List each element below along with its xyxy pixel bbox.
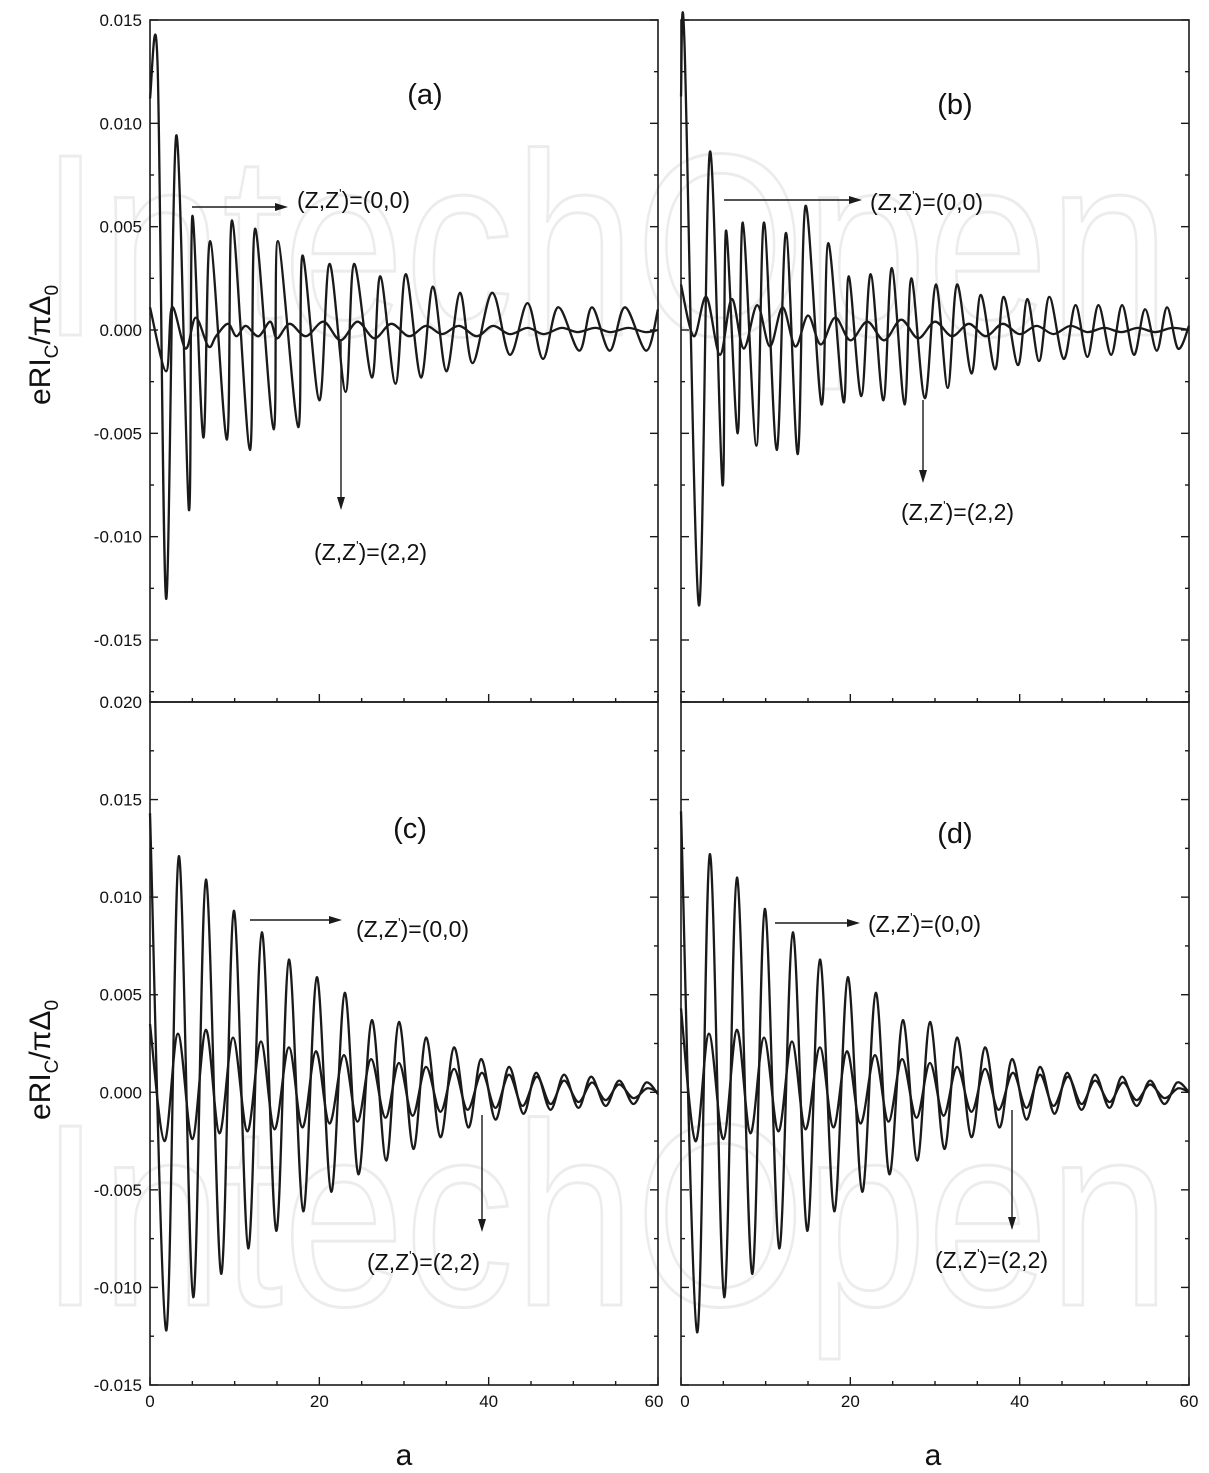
series-line-z22 [679, 284, 1190, 356]
y-axis-title-top: eRIC/πΔ0 [24, 285, 63, 405]
series-line-z00 [148, 33, 660, 600]
watermark-text-bottom: IntechOpen [40, 1071, 1170, 1362]
arrowhead-icon [849, 196, 862, 204]
arrowhead-icon [329, 916, 342, 924]
svg-text:eRIC/πΔ0: eRIC/πΔ0 [24, 285, 63, 405]
chart-panel-b: (b) (Z,Z')=(0,0) (Z,Z')=(2,2) [679, 11, 1191, 703]
series-line-z22 [148, 306, 659, 373]
annotation-label-z22: (Z,Z')=(2,2) [935, 1246, 1048, 1273]
x-tick-label: 0 [145, 1392, 154, 1411]
x-tick-label: 20 [841, 1392, 860, 1411]
y-tick-label: 0.000 [99, 321, 142, 340]
y-tick-label: 0.005 [99, 986, 142, 1005]
x-tick-label: 60 [1180, 1392, 1199, 1411]
x-axis-title-left: a [396, 1439, 413, 1472]
arrowhead-icon [1008, 1217, 1016, 1230]
x-axis-title-right: a [925, 1439, 942, 1472]
y-tick-label: -0.015 [94, 1376, 142, 1395]
series-line-z00 [679, 11, 1191, 607]
panel-label-b: (b) [937, 89, 972, 121]
arrowhead-icon [337, 497, 345, 510]
chart-panel-c: 0.020 0.015 0.010 0.005 0.000 -0.005 -0.010 -0.… [94, 693, 664, 1411]
series-line-z22 [679, 1008, 1190, 1143]
annotation-label-z22: (Z,Z')=(2,2) [901, 498, 1014, 525]
chart-panel-a: 0.015 0.010 0.005 0.000 -0.005 -0.010 -0.015 (a… [94, 11, 660, 703]
panel-label-c: (c) [393, 813, 427, 845]
y-tick-label: 0.015 [99, 791, 142, 810]
arrowhead-icon [847, 919, 860, 927]
arrowhead-icon [919, 470, 927, 483]
x-tick-label: 40 [1010, 1392, 1029, 1411]
x-tick-label: 20 [310, 1392, 329, 1411]
y-tick-label: -0.005 [94, 424, 142, 443]
annotation-label-z22: (Z,Z')=(2,2) [314, 538, 427, 565]
panel-label-d: (d) [937, 818, 972, 850]
panel-label-a: (a) [407, 79, 442, 111]
panels-group: 0.015 0.010 0.005 0.000 -0.005 -0.010 -0.015 (a… [94, 11, 1199, 1411]
y-tick-label: -0.010 [94, 1278, 142, 1297]
y-tick-label: -0.015 [94, 631, 142, 650]
annotation-label-z00: (Z,Z')=(0,0) [870, 188, 983, 215]
y-tick-label: 0.000 [99, 1083, 142, 1102]
y-axis-title-bottom: eRIC/πΔ0 [24, 1000, 63, 1120]
svg-text:eRIC/πΔ0: eRIC/πΔ0 [24, 1000, 63, 1120]
annotation-label-z00: (Z,Z')=(0,0) [868, 910, 981, 937]
arrowhead-icon [275, 203, 288, 211]
series-line-z22 [148, 1023, 659, 1143]
annotation-label-z22: (Z,Z')=(2,2) [367, 1248, 480, 1275]
annotation-label-z00: (Z,Z')=(0,0) [356, 915, 469, 942]
y-tick-label: 0.010 [99, 888, 142, 907]
x-tick-label: 60 [645, 1392, 664, 1411]
y-tick-label: 0.015 [99, 11, 142, 30]
arrowhead-icon [478, 1219, 486, 1232]
y-tick-label: 0.010 [99, 114, 142, 133]
x-tick-label: 0 [680, 1392, 689, 1411]
annotation-label-z00: (Z,Z')=(0,0) [297, 186, 410, 213]
chart-panel-d: 0 20 40 60 (d) (Z,Z')=(0,0) (Z,Z')=(2,2) [679, 701, 1199, 1411]
y-tick-label: -0.010 [94, 528, 142, 547]
x-tick-label: 40 [479, 1392, 498, 1411]
y-tick-label: 0.005 [99, 218, 142, 237]
y-tick-label: 0.020 [99, 693, 142, 712]
y-tick-label: -0.005 [94, 1181, 142, 1200]
